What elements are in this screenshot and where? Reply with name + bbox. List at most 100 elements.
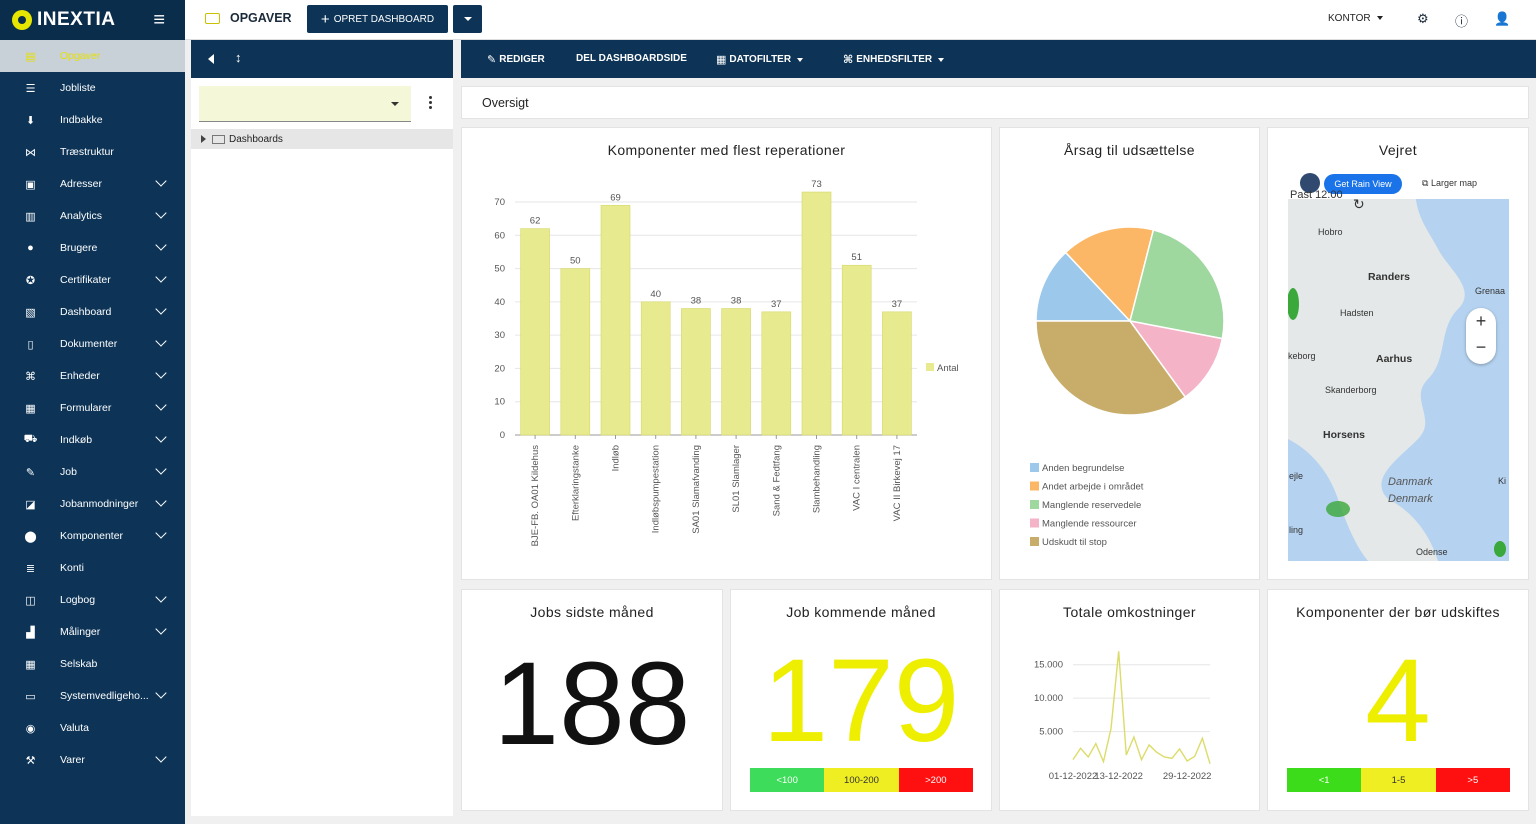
expand-icon[interactable] <box>201 135 206 143</box>
bar <box>681 308 711 436</box>
brand-name: INEXTIA <box>37 9 116 30</box>
collapse-left-icon[interactable] <box>208 54 214 64</box>
sidebar-item-certifikater[interactable]: ✪ Certifikater <box>0 264 185 296</box>
dashboard-icon: ▧ <box>25 306 36 319</box>
bar-value-label: 38 <box>731 296 742 307</box>
chevron-down-icon[interactable] <box>155 495 167 507</box>
chevron-down-icon[interactable] <box>155 239 167 251</box>
external-link-icon: ⧉ <box>1422 178 1431 188</box>
components-replace-title: Komponenter der bør udskiftes <box>1296 604 1500 620</box>
unit-filter-button[interactable]: ⌘ ENHEDSFILTER <box>843 53 945 66</box>
system-icon: ▭ <box>25 690 36 703</box>
chevron-down-icon[interactable] <box>155 623 167 635</box>
chevron-down-icon[interactable] <box>155 527 167 539</box>
chevron-down-icon[interactable] <box>155 335 167 347</box>
create-dashboard-label: OPRET DASHBOARD <box>333 13 435 25</box>
sidebar-item-konti[interactable]: ≣ Konti <box>0 552 185 584</box>
tree-select[interactable] <box>199 86 411 122</box>
bar <box>520 228 550 436</box>
create-dashboard-dropdown[interactable] <box>453 5 482 33</box>
sidebar-item-jobliste[interactable]: ☰ Jobliste <box>0 72 185 104</box>
bar-chart-card: Komponenter med flest reperationer 0 10 20… <box>461 127 992 580</box>
chevron-down-icon[interactable] <box>155 303 167 315</box>
account-icon[interactable]: 👤 <box>1494 11 1511 26</box>
zoom-in-button[interactable]: + <box>1475 311 1487 331</box>
rain-view-button[interactable]: Get Rain View <box>1324 174 1402 194</box>
sidebar-item-job[interactable]: ✎ Job <box>0 456 185 488</box>
sidebar-item-indbakke[interactable]: ⬇ Indbakke <box>0 104 185 136</box>
sidebar-item-indkøb[interactable]: ⛟ Indkøb <box>0 424 185 456</box>
sidebar-item-selskab[interactable]: ▦ Selskab <box>0 648 185 680</box>
date-filter-button[interactable]: ▦ DATOFILTER <box>716 53 804 66</box>
chevron-down-icon[interactable] <box>155 431 167 443</box>
wrench-icon: ✎ <box>25 466 36 479</box>
chevron-down-icon[interactable] <box>155 399 167 411</box>
more-vert-icon[interactable] <box>429 96 432 109</box>
pie-slice <box>1064 226 1155 323</box>
analytics-icon: ▥ <box>25 210 36 223</box>
bar-value-label: 50 <box>570 256 581 267</box>
tree-node-dashboards[interactable]: Dashboards <box>191 129 453 149</box>
bar-chart-title: Komponenter med flest reperationer <box>607 142 846 158</box>
sidebar-item-systemvedligeho-[interactable]: ▭ Systemvedligeho... <box>0 680 185 712</box>
tree-icon: ⋈ <box>25 146 36 159</box>
chevron-down-icon[interactable] <box>155 591 167 603</box>
sidebar-item-dashboard[interactable]: ▧ Dashboard <box>0 296 185 328</box>
sidebar-item-logbog[interactable]: ◫ Logbog <box>0 584 185 616</box>
job-request-icon: ◪ <box>25 498 36 511</box>
settings-icon[interactable]: ⚙ <box>1417 11 1429 26</box>
menu-icon[interactable]: ≡ <box>153 8 165 31</box>
larger-map-link[interactable]: ⧉ Larger map <box>1422 178 1477 189</box>
sidebar-item-analytics[interactable]: ▥ Analytics <box>0 200 185 232</box>
certificate-icon: ✪ <box>25 274 36 287</box>
sidebar-item-formularer[interactable]: ▦ Formularer <box>0 392 185 424</box>
logo-icon <box>12 10 32 30</box>
bar-value-label: 62 <box>530 216 541 227</box>
sidebar-item-valuta[interactable]: ◉ Valuta <box>0 712 185 744</box>
zoom-control: + − <box>1466 308 1496 364</box>
legend-label: Manglende reservedele <box>1042 500 1141 511</box>
office-select[interactable]: KONTOR <box>1328 13 1383 24</box>
chevron-down-icon[interactable] <box>155 207 167 219</box>
sidebar-item-målinger[interactable]: ▟ Målinger <box>0 616 185 648</box>
threshold-segment: >200 <box>898 768 973 792</box>
refresh-icon[interactable]: ↻ <box>1353 196 1365 212</box>
rain-cell <box>1288 288 1299 320</box>
accounts-icon: ≣ <box>25 562 36 575</box>
threshold-segment: 1-5 <box>1361 768 1436 792</box>
legend-label: Udskudt til stop <box>1042 537 1107 548</box>
sidebar-item-varer[interactable]: ⚒ Varer <box>0 744 185 776</box>
sidebar-item-dokumenter[interactable]: ▯ Dokumenter <box>0 328 185 360</box>
sidebar-item-adresser[interactable]: ▣ Adresser <box>0 168 185 200</box>
zoom-out-button[interactable]: − <box>1475 337 1487 357</box>
map-place-label: ejle <box>1289 471 1304 481</box>
pencil-icon: ✎ <box>487 54 497 66</box>
chevron-down-icon[interactable] <box>155 367 167 379</box>
pie-slice <box>1129 229 1225 340</box>
chevron-down-icon[interactable] <box>155 271 167 283</box>
chevron-down-icon[interactable] <box>155 687 167 699</box>
map-place-label: Grenaa <box>1475 286 1506 296</box>
legend-swatch <box>1030 537 1039 546</box>
sidebar-item-komponenter[interactable]: ⬤ Komponenter <box>0 520 185 552</box>
sidebar-item-label: Målinger <box>60 626 101 638</box>
chevron-down-icon[interactable] <box>155 463 167 475</box>
sidebar-item-brugere[interactable]: ● Brugere <box>0 232 185 264</box>
rain-cell <box>1494 541 1506 557</box>
edit-button[interactable]: ✎ REDIGER <box>487 53 545 66</box>
map-shapes <box>1288 169 1509 561</box>
sidebar-item-jobanmodninger[interactable]: ◪ Jobanmodninger <box>0 488 185 520</box>
sidebar-item-enheder[interactable]: ⌘ Enheder <box>0 360 185 392</box>
chevron-down-icon[interactable] <box>155 175 167 187</box>
total-costs-title: Totale omkostninger <box>1063 604 1196 620</box>
share-dashboard-button[interactable]: DEL DASHBOARDSIDE <box>576 53 687 64</box>
chevron-down-icon[interactable] <box>155 751 167 763</box>
weather-map[interactable]: Get Rain View ⧉ Larger map Past 12:00 ↻ … <box>1288 169 1509 561</box>
sidebar-item-træstruktur[interactable]: ⋈ Træstruktur <box>0 136 185 168</box>
create-dashboard-button[interactable]: + OPRET DASHBOARD <box>307 5 448 33</box>
help-icon[interactable]: ⓘ <box>1455 14 1469 29</box>
sidebar-item-label: Jobanmodninger <box>60 498 139 510</box>
sidebar-item-opgaver[interactable]: ▤ Opgaver <box>0 40 185 72</box>
move-icon[interactable]: ↕ <box>235 50 242 65</box>
sidebar-item-label: Komponenter <box>60 530 124 542</box>
